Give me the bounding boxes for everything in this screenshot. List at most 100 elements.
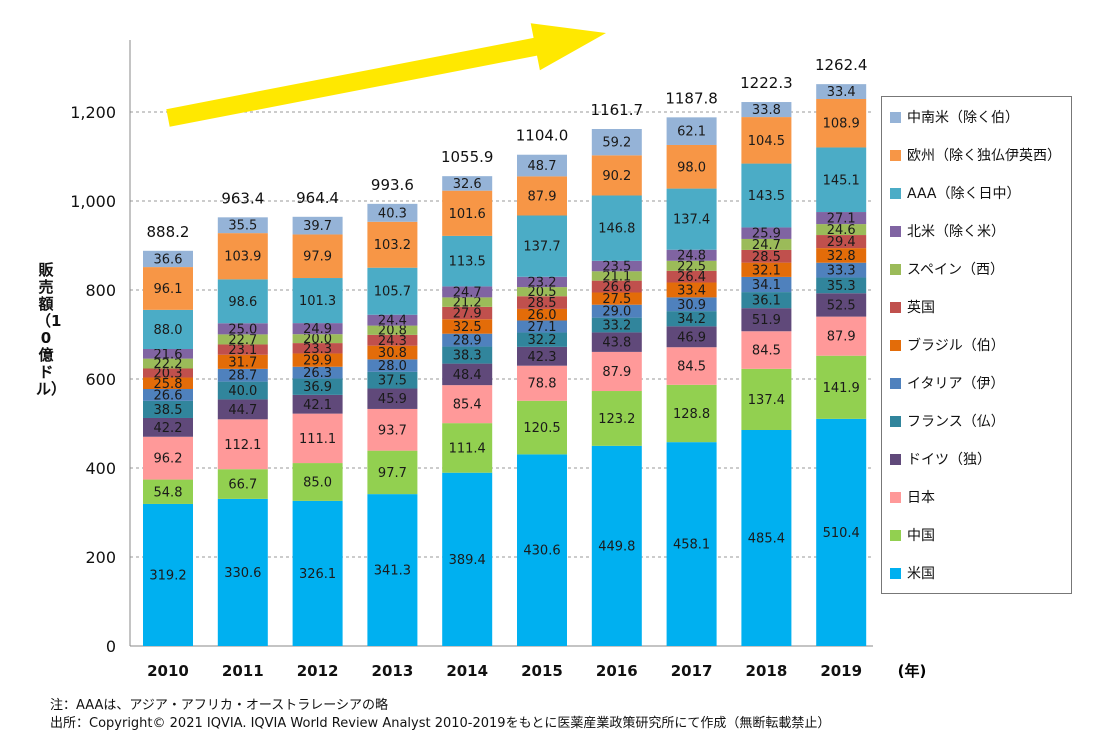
data-label: 93.7	[378, 423, 407, 438]
bar-segment	[292, 234, 343, 279]
bar-segment	[666, 249, 717, 261]
bar-segment	[816, 262, 867, 278]
legend-label: 中国	[907, 528, 935, 544]
total-label: 963.4	[221, 189, 264, 207]
bar-segment	[517, 308, 567, 321]
data-label: 34.1	[752, 278, 781, 293]
data-label: 101.3	[299, 294, 336, 309]
data-label: 24.4	[378, 314, 407, 329]
bar-segment	[517, 320, 567, 333]
data-label: 123.2	[598, 412, 635, 427]
bar-segment	[292, 323, 343, 335]
data-label: 29.0	[602, 305, 631, 320]
legend-item: 英国	[890, 297, 935, 317]
data-label: 24.6	[827, 223, 856, 238]
bar-segment	[143, 349, 193, 359]
data-label: 341.3	[374, 564, 411, 579]
data-label: 120.5	[523, 421, 560, 436]
y-tick-label: 1,000	[70, 192, 116, 211]
legend-item: AAA（除く日中）	[890, 183, 1021, 203]
data-label: 30.9	[677, 298, 706, 313]
data-label: 85.0	[303, 475, 332, 490]
total-label: 1055.9	[441, 148, 494, 166]
data-label: 23.1	[228, 343, 257, 358]
bar-segment	[666, 384, 717, 443]
data-label: 108.9	[823, 117, 860, 132]
data-label: 20.0	[303, 332, 332, 347]
bar-segment	[217, 469, 268, 499]
bar-segment	[367, 371, 418, 389]
data-label: 59.2	[602, 136, 631, 151]
bar-segment	[591, 280, 642, 293]
total-label: 993.6	[371, 176, 414, 194]
data-label: 330.6	[224, 566, 261, 581]
data-label: 485.4	[748, 531, 785, 546]
bar-segment	[217, 279, 268, 324]
bar-segment	[143, 400, 193, 418]
x-tick-label: 2015	[521, 662, 563, 680]
data-label: 54.8	[154, 485, 183, 500]
bar-segment	[591, 317, 642, 333]
data-label: 20.3	[154, 367, 183, 382]
data-label: 104.5	[748, 134, 785, 149]
data-label: 32.6	[453, 177, 482, 192]
data-label: 143.5	[748, 189, 785, 204]
data-label: 96.2	[154, 452, 183, 467]
data-label: 111.1	[299, 432, 336, 447]
bar-segment	[292, 500, 343, 646]
data-label: 26.3	[303, 366, 332, 381]
data-label: 28.5	[752, 250, 781, 265]
bar-segment	[816, 224, 867, 236]
legend-swatch	[890, 339, 901, 351]
legend-swatch	[890, 225, 901, 237]
bar-segment	[442, 319, 493, 334]
data-label: 38.3	[453, 349, 482, 364]
bar-segment	[816, 418, 867, 646]
data-label: 32.8	[827, 249, 856, 264]
data-label: 48.7	[528, 159, 557, 174]
bar-segment	[816, 248, 867, 263]
bar-segment	[591, 260, 642, 272]
data-label: 51.9	[752, 313, 781, 328]
data-label: 97.7	[378, 466, 407, 481]
bar-segment	[666, 347, 717, 385]
bar-segment	[666, 117, 717, 145]
bar-segment	[591, 292, 642, 305]
x-tick-label: 2011	[222, 662, 264, 680]
bar-segment	[217, 334, 268, 345]
bar-segment	[517, 346, 567, 366]
total-label: 1262.4	[815, 56, 868, 74]
data-label: 25.9	[752, 227, 781, 242]
bar-segment	[442, 346, 493, 364]
legend-label: スペイン（西）	[907, 262, 1005, 278]
legend-label: 英国	[907, 300, 935, 316]
data-label: 449.8	[598, 539, 635, 554]
data-label: 326.1	[299, 567, 336, 582]
data-label: 21.2	[453, 296, 482, 311]
bar-segment	[591, 351, 642, 392]
data-label: 37.5	[378, 374, 407, 389]
legend-item: ドイツ（独）	[890, 449, 991, 469]
data-label: 128.8	[673, 407, 710, 422]
bar-segment	[517, 287, 567, 297]
data-label: 28.7	[228, 369, 257, 384]
data-label: 137.4	[748, 393, 785, 408]
data-label: 30.8	[378, 346, 407, 361]
legend-item: 北米（除く米）	[890, 221, 1005, 241]
data-label: 35.3	[827, 279, 856, 294]
data-label: 141.9	[823, 381, 860, 396]
bar-segment	[666, 282, 717, 298]
data-label: 62.1	[677, 125, 706, 140]
bar-segment	[517, 276, 567, 288]
data-label: 319.2	[149, 568, 186, 583]
trend-arrow	[166, 23, 607, 127]
bar-segment	[666, 326, 717, 348]
bar-segment	[143, 389, 193, 401]
data-label: 33.4	[827, 85, 856, 100]
bar-segment	[367, 408, 418, 451]
bar-segment	[591, 128, 642, 156]
data-label: 40.0	[228, 384, 257, 399]
legend-label: フランス（仏）	[907, 414, 1005, 430]
x-tick-label: 2018	[746, 662, 788, 680]
